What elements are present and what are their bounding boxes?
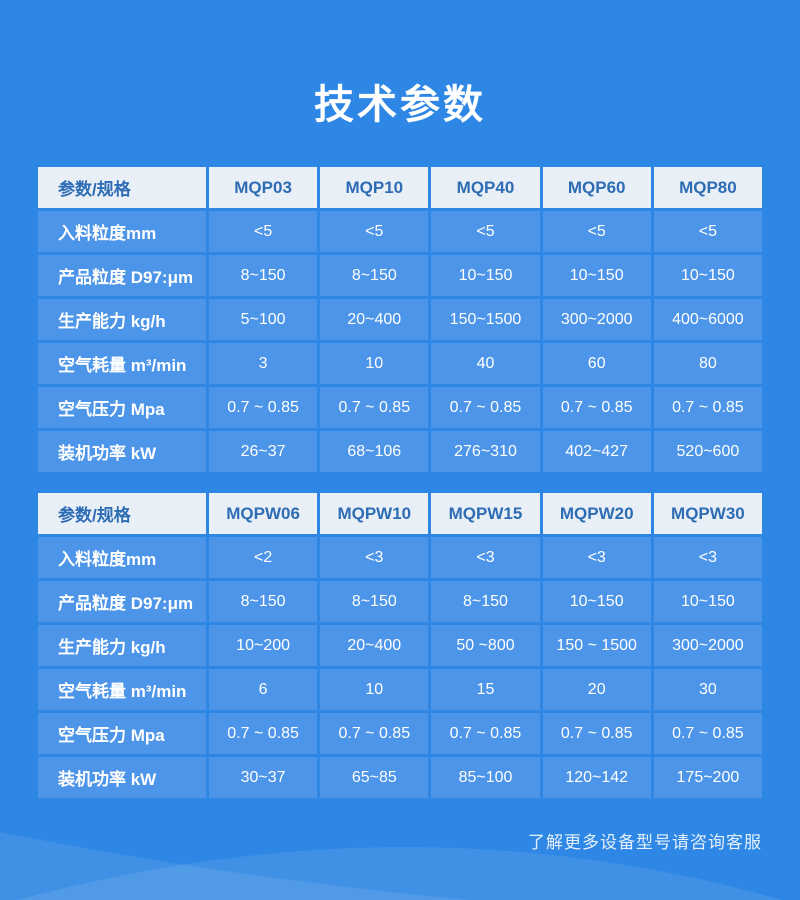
value-cell: 175~200 — [653, 757, 762, 798]
row-label: 入料粒度mm — [38, 537, 206, 578]
row-label: 空气耗量 m³/min — [38, 669, 206, 710]
header-model-mqp10: MQP10 — [320, 167, 429, 208]
row-label: 生产能力 kg/h — [38, 625, 206, 666]
value-cell: 0.7 ~ 0.85 — [431, 387, 540, 428]
header-param-label: 参数/规格 — [38, 493, 206, 534]
value-cell: 8~150 — [209, 255, 318, 296]
footer-note: 了解更多设备型号请咨询客服 — [528, 833, 762, 852]
value-cell: 0.7 ~ 0.85 — [209, 387, 318, 428]
row-label: 空气压力 Mpa — [38, 713, 206, 754]
value-cell: 0.7 ~ 0.85 — [542, 387, 651, 428]
value-cell: 8~150 — [320, 255, 429, 296]
value-cell: <2 — [209, 537, 318, 578]
value-cell: 520~600 — [653, 431, 762, 472]
value-cell: 85~100 — [431, 757, 540, 798]
value-cell: 150 ~ 1500 — [542, 625, 651, 666]
header-model-mqp80: MQP80 — [653, 167, 762, 208]
value-cell: 0.7 ~ 0.85 — [431, 713, 540, 754]
value-cell: <3 — [431, 537, 540, 578]
header-model-mqpw20: MQPW20 — [542, 493, 651, 534]
value-cell: 0.7 ~ 0.85 — [653, 713, 762, 754]
value-cell: 300~2000 — [542, 299, 651, 340]
value-cell: 10~150 — [431, 255, 540, 296]
value-cell: <5 — [653, 211, 762, 252]
value-cell: <3 — [653, 537, 762, 578]
value-cell: 20~400 — [320, 299, 429, 340]
value-cell: 5~100 — [209, 299, 318, 340]
value-cell: 8~150 — [431, 581, 540, 622]
value-cell: 6 — [209, 669, 318, 710]
value-cell: 8~150 — [209, 581, 318, 622]
row-label: 产品粒度 D97:μm — [38, 255, 206, 296]
spec-table-mqp: 参数/规格 MQP03 MQP10 MQP40 MQP60 MQP80 入料粒度mm <5 <5… — [38, 167, 762, 472]
value-cell: 0.7 ~ 0.85 — [542, 713, 651, 754]
value-cell: <5 — [209, 211, 318, 252]
value-cell: 0.7 ~ 0.85 — [320, 713, 429, 754]
value-cell: 10~150 — [653, 581, 762, 622]
value-cell: <3 — [542, 537, 651, 578]
value-cell: 10~150 — [542, 255, 651, 296]
row-label: 空气耗量 m³/min — [38, 343, 206, 384]
value-cell: 120~142 — [542, 757, 651, 798]
value-cell: 60 — [542, 343, 651, 384]
row-label: 产品粒度 D97:μm — [38, 581, 206, 622]
value-cell: 30~37 — [209, 757, 318, 798]
value-cell: 68~106 — [320, 431, 429, 472]
value-cell: <5 — [542, 211, 651, 252]
header-model-mqp60: MQP60 — [542, 167, 651, 208]
row-label: 入料粒度mm — [38, 211, 206, 252]
value-cell: 402~427 — [542, 431, 651, 472]
page-title: 技术参数 — [314, 83, 486, 127]
value-cell: <5 — [431, 211, 540, 252]
value-cell: 26~37 — [209, 431, 318, 472]
value-cell: 400~6000 — [653, 299, 762, 340]
value-cell: 30 — [653, 669, 762, 710]
header-model-mqpw10: MQPW10 — [320, 493, 429, 534]
value-cell: 20~400 — [320, 625, 429, 666]
value-cell: 0.7 ~ 0.85 — [209, 713, 318, 754]
row-label: 装机功率 kW — [38, 757, 206, 798]
wave-dome-shape — [18, 847, 782, 900]
value-cell: 10~200 — [209, 625, 318, 666]
value-cell: 10~150 — [653, 255, 762, 296]
row-label: 装机功率 kW — [38, 431, 206, 472]
value-cell: 10 — [320, 669, 429, 710]
value-cell: 10 — [320, 343, 429, 384]
header-model-mqp40: MQP40 — [431, 167, 540, 208]
header-model-mqpw15: MQPW15 — [431, 493, 540, 534]
value-cell: 80 — [653, 343, 762, 384]
header-param-label: 参数/规格 — [38, 167, 206, 208]
value-cell: 50 ~800 — [431, 625, 540, 666]
value-cell: 300~2000 — [653, 625, 762, 666]
value-cell: 0.7 ~ 0.85 — [320, 387, 429, 428]
spec-table-mqpw: 参数/规格 MQPW06 MQPW10 MQPW15 MQPW20 MQPW30 入料粒度m… — [38, 493, 762, 798]
header-model-mqpw30: MQPW30 — [653, 493, 762, 534]
value-cell: 20 — [542, 669, 651, 710]
value-cell: 3 — [209, 343, 318, 384]
value-cell: <3 — [320, 537, 429, 578]
value-cell: 8~150 — [320, 581, 429, 622]
value-cell: 15 — [431, 669, 540, 710]
value-cell: 0.7 ~ 0.85 — [653, 387, 762, 428]
value-cell: 65~85 — [320, 757, 429, 798]
value-cell: <5 — [320, 211, 429, 252]
row-label: 空气压力 Mpa — [38, 387, 206, 428]
header-model-mqp03: MQP03 — [209, 167, 318, 208]
header-model-mqpw06: MQPW06 — [209, 493, 318, 534]
row-label: 生产能力 kg/h — [38, 299, 206, 340]
wave-left-shape — [0, 832, 470, 900]
value-cell: 276~310 — [431, 431, 540, 472]
value-cell: 40 — [431, 343, 540, 384]
value-cell: 150~1500 — [431, 299, 540, 340]
value-cell: 10~150 — [542, 581, 651, 622]
